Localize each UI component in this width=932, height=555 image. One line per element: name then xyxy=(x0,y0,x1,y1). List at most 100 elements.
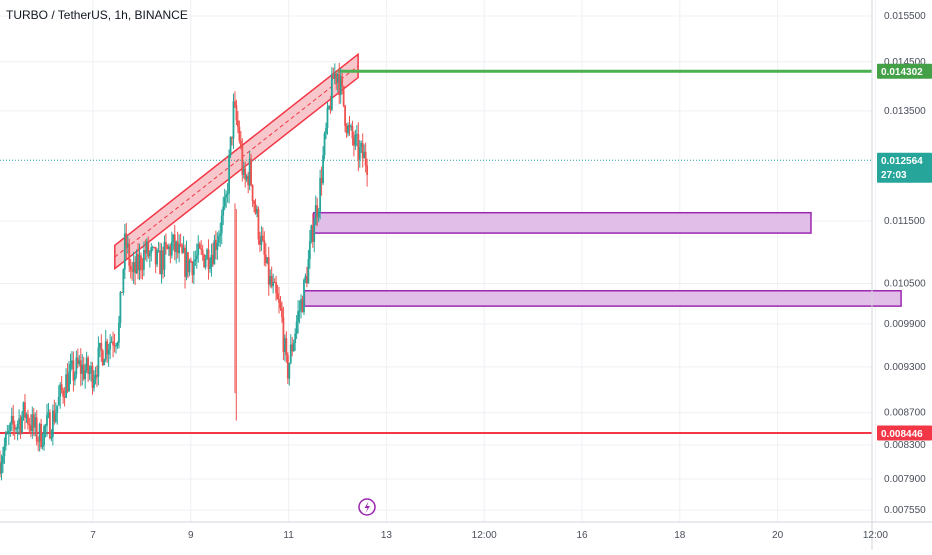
candle-body xyxy=(21,416,23,433)
candle-body xyxy=(235,105,238,121)
events[interactable] xyxy=(358,498,376,516)
candle-body xyxy=(84,370,87,380)
candle-body xyxy=(59,384,62,397)
candle-body xyxy=(247,175,250,186)
candle-body xyxy=(275,282,277,294)
candle-body xyxy=(273,282,276,284)
candle-body xyxy=(197,243,200,256)
candle-body xyxy=(179,244,182,246)
candle-body xyxy=(123,233,126,270)
candle-body xyxy=(298,310,301,312)
current-price-tag-label: 0.012564 xyxy=(881,156,923,167)
candle-body xyxy=(341,76,344,86)
candle-body xyxy=(266,257,269,264)
candle-body xyxy=(103,359,106,366)
candle-body xyxy=(267,257,270,285)
channel-midline xyxy=(114,65,359,258)
candle-body xyxy=(96,374,98,377)
candle-body xyxy=(125,233,128,247)
candle-body xyxy=(248,158,251,186)
candle-body xyxy=(231,136,233,139)
price-tick-label: 0.011500 xyxy=(884,216,925,227)
candle-body xyxy=(361,142,364,159)
candle-body xyxy=(348,125,351,128)
candle-body xyxy=(285,338,288,356)
candle-body xyxy=(169,246,172,256)
time-tick-label: 20 xyxy=(772,530,784,541)
candle-body xyxy=(210,254,213,267)
candle-body xyxy=(350,125,352,128)
candle-body xyxy=(54,413,57,422)
candle-body xyxy=(28,424,31,426)
current-price-tag-bg xyxy=(877,152,932,183)
candle-body xyxy=(335,73,338,82)
candle-body xyxy=(304,276,307,280)
price-axis[interactable]: 0.015500 0.014500 0.013500 0.011500 0.010500… xyxy=(871,0,926,550)
candle-body xyxy=(10,416,13,424)
candle-body xyxy=(263,240,266,255)
zones xyxy=(303,211,902,307)
candle-body xyxy=(238,126,241,141)
candle-body xyxy=(332,73,335,79)
candle-body xyxy=(165,242,167,246)
candle-body xyxy=(338,74,341,96)
candle-body xyxy=(0,463,3,474)
candle-body xyxy=(156,250,159,265)
time-tick-label: 18 xyxy=(674,530,686,541)
candle-body xyxy=(319,177,322,212)
candle-body xyxy=(360,142,363,148)
candle-body xyxy=(43,426,45,446)
candle-body xyxy=(250,158,253,185)
candle-body xyxy=(41,445,44,447)
candle-body xyxy=(153,246,156,248)
candle-body xyxy=(0,461,1,474)
candle-body xyxy=(162,250,164,270)
candle-body xyxy=(109,342,112,350)
candle-body xyxy=(241,145,244,175)
candle-body xyxy=(222,206,225,216)
candle-body xyxy=(56,405,59,414)
time-tick-label: 13 xyxy=(381,530,393,541)
candle-body xyxy=(317,211,320,218)
candle-body xyxy=(118,322,120,343)
support-tag-bg xyxy=(877,425,932,441)
lightning-glyph xyxy=(364,501,370,513)
candle-body xyxy=(191,262,194,276)
candle-body xyxy=(47,412,50,415)
candle-body xyxy=(38,423,41,442)
candle-body xyxy=(311,225,314,242)
candle-body xyxy=(73,374,76,381)
candle-body xyxy=(198,243,201,249)
price-tick-label: 0.007550 xyxy=(884,505,926,516)
candle-body xyxy=(107,349,110,355)
candle-body xyxy=(184,247,186,277)
candle-body xyxy=(82,364,85,380)
candle-body xyxy=(195,255,198,260)
candle-body xyxy=(131,269,134,272)
price-tick-label: 0.008300 xyxy=(884,440,926,451)
candle-body xyxy=(115,345,117,347)
candle-body xyxy=(328,106,330,108)
candle-body xyxy=(214,239,217,250)
candle-body xyxy=(49,412,51,439)
candle-body xyxy=(232,101,235,139)
candle-body xyxy=(128,243,131,266)
candle-body xyxy=(295,321,298,334)
candle-body xyxy=(256,209,258,214)
resistance-tag-bg xyxy=(877,63,932,79)
candle-body xyxy=(253,201,255,205)
candle-body xyxy=(66,374,69,392)
candle-body xyxy=(261,235,264,241)
candle-body xyxy=(329,106,332,110)
candle-body xyxy=(220,215,223,234)
candle-body xyxy=(150,247,153,253)
candle-body xyxy=(351,125,354,139)
candle-body xyxy=(185,252,188,277)
candle-body xyxy=(134,262,137,274)
candles xyxy=(0,62,369,481)
candle-body xyxy=(32,414,35,428)
candle-body xyxy=(76,357,79,365)
